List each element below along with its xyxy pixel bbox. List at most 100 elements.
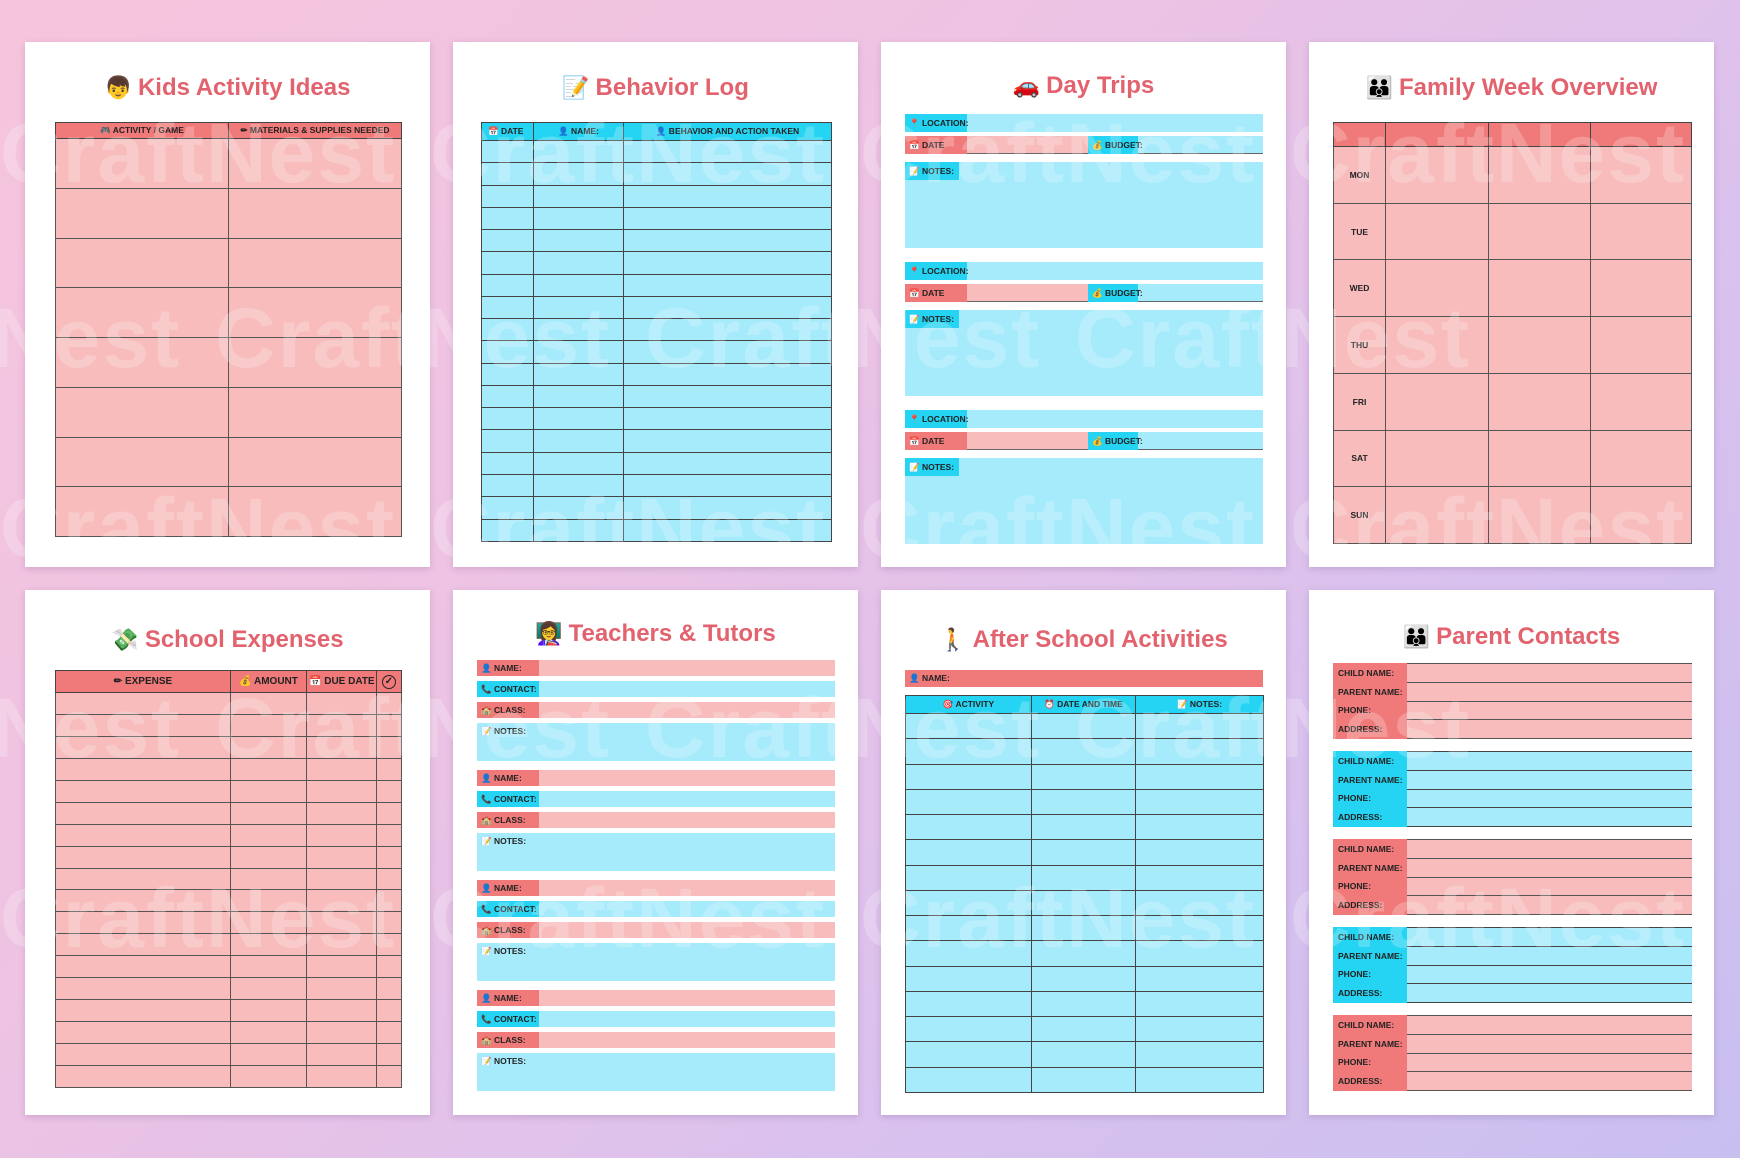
table-row[interactable] <box>905 889 1264 917</box>
table-row[interactable] <box>55 823 402 847</box>
contact-field[interactable]: 📞 CONTACT: <box>477 901 835 917</box>
table-row[interactable] <box>481 518 832 543</box>
child-name-field[interactable]: CHILD NAME: <box>1333 927 1692 947</box>
table-row[interactable] <box>55 867 402 891</box>
address-field[interactable]: ADDRESS: <box>1333 983 1692 1003</box>
table-row[interactable] <box>55 287 402 338</box>
parent-name-field[interactable]: PARENT NAME: <box>1333 857 1692 878</box>
table-row[interactable] <box>55 889 402 913</box>
child-name-field[interactable]: CHILD NAME: <box>1333 1015 1692 1035</box>
table-row[interactable] <box>481 429 832 453</box>
parent-name-field[interactable]: PARENT NAME: <box>1333 1033 1692 1054</box>
budget-field[interactable]: 💰 BUDGET: <box>1088 432 1263 450</box>
notes-field[interactable]: 📝 NOTES: <box>477 723 835 761</box>
table-row[interactable] <box>905 940 1264 967</box>
table-row[interactable] <box>905 965 1264 992</box>
table-row[interactable] <box>55 845 402 869</box>
date-field[interactable]: 📅 DATE <box>905 136 1088 154</box>
date-field[interactable]: 📅 DATE <box>905 432 1088 450</box>
table-row[interactable] <box>905 1016 1264 1043</box>
table-row[interactable] <box>55 977 402 1001</box>
table-row[interactable] <box>55 779 402 803</box>
table-row[interactable] <box>55 911 402 935</box>
class-field[interactable]: 🏫 CLASS: <box>477 812 835 828</box>
table-row[interactable] <box>55 757 402 781</box>
notes-field[interactable]: 📝 NOTES: <box>905 162 1263 248</box>
name-field[interactable]: 👤 NAME: <box>905 670 1263 687</box>
table-row[interactable] <box>905 839 1264 866</box>
table-row[interactable] <box>481 340 832 364</box>
name-field[interactable]: 👤 NAME: <box>477 990 835 1006</box>
table-row[interactable] <box>55 735 402 759</box>
day-row-wed[interactable]: WED <box>1333 259 1692 318</box>
table-row[interactable] <box>55 933 402 957</box>
notes-field[interactable]: 📝 NOTES: <box>477 943 835 981</box>
table-row[interactable] <box>481 384 832 409</box>
location-field[interactable]: 📍 LOCATION: <box>905 114 1263 132</box>
budget-field[interactable]: 💰 BUDGET: <box>1088 284 1263 302</box>
day-row-thu[interactable]: THU <box>1333 316 1692 374</box>
table-row[interactable] <box>481 362 832 386</box>
child-name-field[interactable]: CHILD NAME: <box>1333 751 1692 771</box>
name-field[interactable]: 👤 NAME: <box>477 660 835 676</box>
parent-name-field[interactable]: PARENT NAME: <box>1333 769 1692 790</box>
table-row[interactable] <box>55 486 402 537</box>
table-row[interactable] <box>481 318 832 342</box>
day-row-mon[interactable]: MON <box>1333 146 1692 204</box>
phone-field[interactable]: PHONE: <box>1333 876 1692 897</box>
notes-field[interactable]: 📝 NOTES: <box>905 458 1263 544</box>
table-row[interactable] <box>55 237 402 289</box>
address-field[interactable]: ADDRESS: <box>1333 1071 1692 1091</box>
table-row[interactable] <box>55 999 402 1023</box>
address-field[interactable]: ADDRESS: <box>1333 719 1692 739</box>
table-row[interactable] <box>481 473 832 498</box>
name-field[interactable]: 👤 NAME: <box>477 770 835 786</box>
class-field[interactable]: 🏫 CLASS: <box>477 922 835 938</box>
table-row[interactable] <box>481 295 832 320</box>
phone-field[interactable]: PHONE: <box>1333 964 1692 985</box>
table-row[interactable] <box>481 451 832 475</box>
table-row[interactable] <box>481 139 832 164</box>
table-row[interactable] <box>905 864 1264 891</box>
table-row[interactable] <box>55 337 402 388</box>
table-row[interactable] <box>481 407 832 431</box>
contact-field[interactable]: 📞 CONTACT: <box>477 1011 835 1027</box>
contact-field[interactable]: 📞 CONTACT: <box>477 681 835 697</box>
table-row[interactable] <box>481 496 832 520</box>
day-row-sat[interactable]: SAT <box>1333 429 1692 488</box>
name-field[interactable]: 👤 NAME: <box>477 880 835 896</box>
notes-field[interactable]: 📝 NOTES: <box>477 833 835 871</box>
table-row[interactable] <box>481 273 832 297</box>
table-row[interactable] <box>905 763 1264 790</box>
location-field[interactable]: 📍 LOCATION: <box>905 262 1263 280</box>
table-row[interactable] <box>55 1043 402 1066</box>
table-row[interactable] <box>481 251 832 275</box>
table-row[interactable] <box>55 1064 402 1089</box>
day-row-fri[interactable]: FRI <box>1333 372 1692 431</box>
table-row[interactable] <box>55 713 402 737</box>
parent-name-field[interactable]: PARENT NAME: <box>1333 945 1692 966</box>
table-row[interactable] <box>481 184 832 208</box>
location-field[interactable]: 📍 LOCATION: <box>905 410 1263 428</box>
table-row[interactable] <box>55 138 402 189</box>
table-row[interactable] <box>55 386 402 438</box>
table-row[interactable] <box>905 1041 1264 1068</box>
notes-field[interactable]: 📝 NOTES: <box>905 310 1263 396</box>
day-row-tue[interactable]: TUE <box>1333 202 1692 261</box>
class-field[interactable]: 🏫 CLASS: <box>477 702 835 718</box>
child-name-field[interactable]: CHILD NAME: <box>1333 839 1692 859</box>
class-field[interactable]: 🏫 CLASS: <box>477 1032 835 1048</box>
date-field[interactable]: 📅 DATE <box>905 284 1088 302</box>
table-row[interactable] <box>55 187 402 239</box>
table-row[interactable] <box>905 915 1264 942</box>
table-row[interactable] <box>905 738 1264 765</box>
address-field[interactable]: ADDRESS: <box>1333 895 1692 915</box>
table-row[interactable] <box>55 1021 402 1044</box>
phone-field[interactable]: PHONE: <box>1333 700 1692 721</box>
table-row[interactable] <box>905 814 1264 841</box>
table-row[interactable] <box>55 955 402 979</box>
contact-field[interactable]: 📞 CONTACT: <box>477 791 835 807</box>
table-row[interactable] <box>55 436 402 488</box>
address-field[interactable]: ADDRESS: <box>1333 807 1692 827</box>
parent-name-field[interactable]: PARENT NAME: <box>1333 681 1692 702</box>
